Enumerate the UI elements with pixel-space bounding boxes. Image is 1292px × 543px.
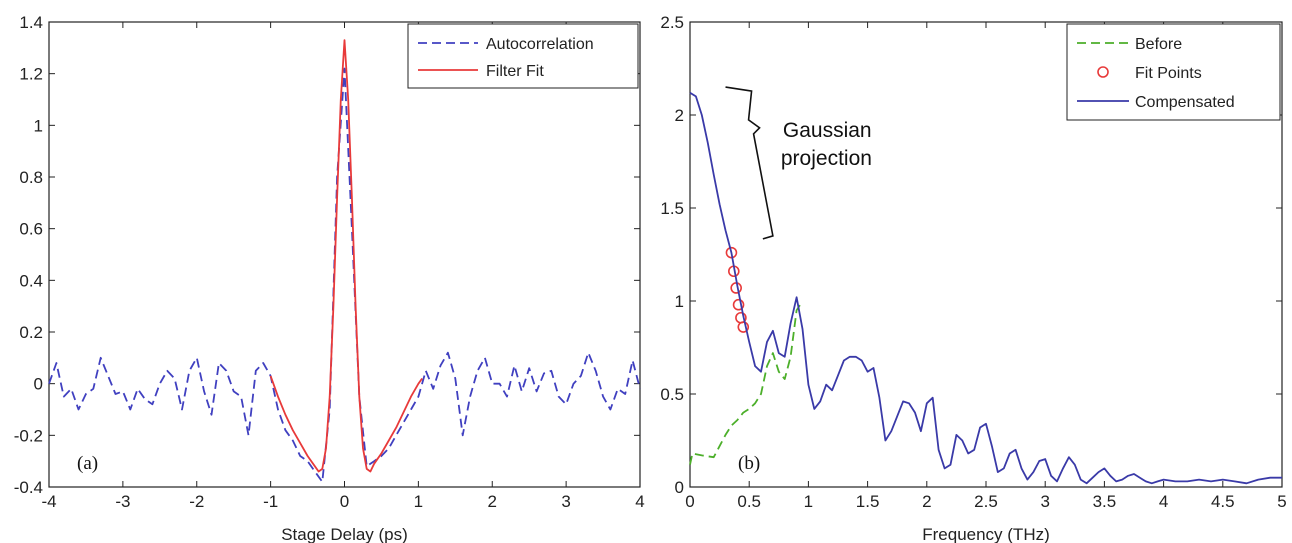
series-line-before (689, 300, 804, 465)
y-tick-label: 0.5 (660, 385, 684, 404)
series-line-filter-fit (269, 39, 423, 473)
x-tick-label: 5 (1277, 492, 1286, 511)
y-tick-label: 1 (675, 292, 684, 311)
gaussian-projection-annotation: Gaussian projection (725, 86, 872, 240)
legend-label-before: Before (1135, 36, 1182, 53)
x-tick-label: 4 (635, 492, 644, 511)
legend-label-filter-fit: Filter Fit (486, 63, 544, 80)
panel-a-plot-frame (48, 21, 641, 488)
panel-b-series (689, 91, 1282, 485)
x-tick-label: -4 (41, 492, 56, 511)
fit-point-marker (730, 282, 742, 294)
x-tick-label: 3 (561, 492, 570, 511)
x-tick-label: 0 (685, 492, 694, 511)
annotation-text-line1: Gaussian (783, 119, 872, 142)
series-line-autocorrelation (48, 67, 641, 483)
y-tick-label: 2 (675, 106, 684, 125)
x-tick-label: 3 (1040, 492, 1049, 511)
panel-b-ticks: 0 0.5 1 1.5 2 2.5 3 3.5 4 4.5 5 0 0.5 1 1.5 2 2.5 (660, 13, 1286, 511)
series-line-compensated (689, 91, 1282, 485)
legend-label-fit-points: Fit Points (1135, 65, 1202, 82)
x-tick-label: 2.5 (974, 492, 998, 511)
panel-a-ticks: -4 -3 -2 -1 0 1 2 3 4 -0.4 -0.2 0 0.2 0.4 0.6 0.8 1 1.2 1.… (14, 13, 645, 511)
panel-b-legend-box (1066, 23, 1281, 121)
y-tick-label: 1.2 (19, 65, 43, 84)
x-tick-label: 4 (1159, 492, 1168, 511)
y-tick-label: 1.5 (660, 199, 684, 218)
panel-a-legend-box (407, 23, 639, 89)
y-tick-label: 0 (675, 478, 684, 497)
annotation-bracket (725, 86, 774, 240)
panel-a-x-axis-label: Stage Delay (ps) (281, 525, 408, 543)
x-tick-label: -3 (115, 492, 130, 511)
x-tick-label: -2 (189, 492, 204, 511)
y-tick-label: 2.5 (660, 13, 684, 32)
panel-a: -4 -3 -2 -1 0 1 2 3 4 -0.4 -0.2 0 0.2 0.4 0.6 0.8 1 1.2 1.… (14, 13, 645, 543)
legend-label-compensated: Compensated (1135, 94, 1235, 111)
x-tick-label: 4.5 (1211, 492, 1235, 511)
annotation-text-line2: projection (781, 147, 872, 170)
y-tick-label: 0.4 (19, 271, 43, 290)
x-tick-label: 2 (488, 492, 497, 511)
panel-b-legend: Before Fit Points Compensated (1066, 23, 1281, 121)
x-tick-label: 3.5 (1093, 492, 1117, 511)
x-tick-label: -1 (263, 492, 278, 511)
x-tick-label: 0 (340, 492, 349, 511)
panel-b: 0 0.5 1 1.5 2 2.5 3 3.5 4 4.5 5 0 0.5 1 1.5 2 2.5 (b) Fr… (660, 13, 1286, 543)
legend-label-autocorrelation: Autocorrelation (486, 36, 594, 53)
y-tick-label: -0.4 (14, 478, 43, 497)
y-tick-label: 0.6 (19, 220, 43, 239)
fit-point-marker (737, 321, 750, 333)
legend-swatch-fit-points (1097, 66, 1109, 78)
x-tick-label: 1 (804, 492, 813, 511)
x-tick-label: 1 (414, 492, 423, 511)
y-tick-label: 0.8 (19, 168, 43, 187)
x-tick-label: 1.5 (856, 492, 880, 511)
panel-b-label: (b) (738, 453, 760, 474)
y-tick-label: 0.2 (19, 323, 43, 342)
panel-a-series (48, 39, 641, 483)
y-tick-label: 1.4 (19, 13, 43, 32)
panel-a-label: (a) (77, 453, 98, 474)
x-tick-label: 2 (922, 492, 931, 511)
x-tick-label: 0.5 (737, 492, 761, 511)
fit-point-marker (732, 298, 745, 311)
y-tick-label: 1 (34, 116, 43, 135)
panel-a-legend: Autocorrelation Filter Fit (407, 23, 639, 89)
y-tick-label: 0 (34, 375, 43, 394)
panel-b-x-axis-label: Frequency (THz) (922, 525, 1050, 543)
y-tick-label: -0.2 (14, 426, 43, 445)
